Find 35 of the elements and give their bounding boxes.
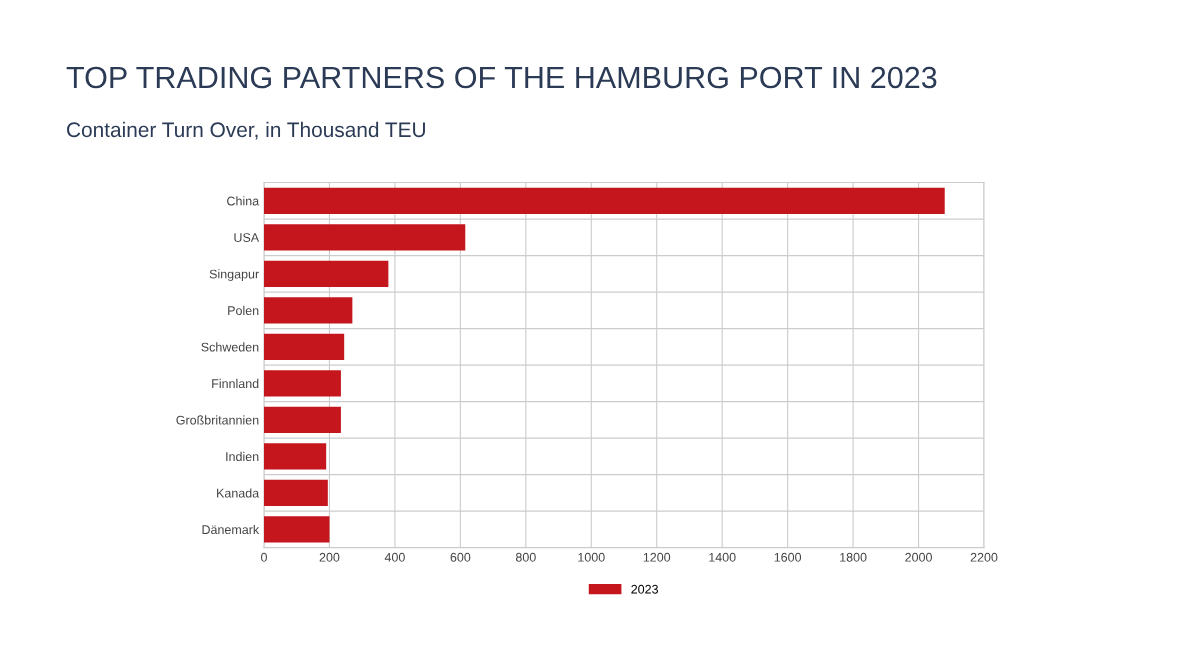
y-tick-label: Kanada xyxy=(217,488,260,498)
x-tick-label: 2200 xyxy=(970,552,998,562)
x-tick-label: 600 xyxy=(450,552,471,562)
y-tick-label: Dänemark xyxy=(202,524,260,535)
y-tick-label: USA xyxy=(234,233,260,242)
y-tick-label: Schweden xyxy=(201,342,259,352)
bar xyxy=(264,297,353,324)
x-tick-label: 1200 xyxy=(643,552,671,562)
x-tick-label: 1000 xyxy=(578,552,605,562)
y-tick-label: Indien xyxy=(226,451,259,462)
bar xyxy=(264,516,330,543)
x-tick-label: 1400 xyxy=(709,552,736,562)
bar xyxy=(264,370,341,397)
bar xyxy=(264,443,327,470)
x-tick-label: 1800 xyxy=(840,552,867,562)
x-tick-label: 0 xyxy=(261,552,267,562)
bar xyxy=(264,187,945,214)
x-tick-label: 1600 xyxy=(774,552,802,562)
y-tick-label: Finnland xyxy=(212,378,259,389)
legend-label: 2023 xyxy=(631,584,658,594)
bar xyxy=(264,224,466,251)
chart-subtitle: Container Turn Over, in Thousand TEU xyxy=(67,121,425,140)
chart-title: TOP TRADING PARTNERS OF THE HAMBURG PORT IN 2023 xyxy=(66,66,937,89)
y-tick-label: Singapur xyxy=(209,269,259,281)
y-tick-label: China xyxy=(227,196,260,206)
y-tick-label: Großbritannien xyxy=(176,415,259,425)
bar xyxy=(264,479,328,507)
x-tick-label: 400 xyxy=(384,552,405,562)
y-tick-label: Polen xyxy=(228,305,259,315)
x-tick-label: 200 xyxy=(319,552,340,562)
bar xyxy=(264,260,389,287)
x-tick-label: 800 xyxy=(515,552,536,562)
bar xyxy=(264,333,345,361)
x-tick-label: 2000 xyxy=(905,552,932,562)
bar xyxy=(264,406,341,434)
